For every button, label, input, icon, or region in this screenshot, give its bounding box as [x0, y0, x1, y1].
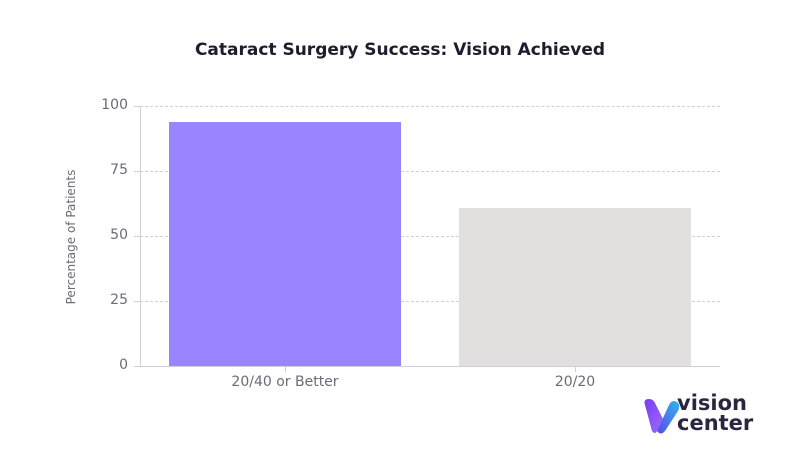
y-tick-label: 0 — [119, 357, 128, 373]
y-tick-label: 75 — [110, 162, 128, 178]
logo-text: vision center — [677, 391, 754, 435]
y-tick — [134, 106, 140, 107]
bar-20-40-or-better[interactable] — [169, 121, 401, 367]
chart-title: Cataract Surgery Success: Vision Achieve… — [194, 40, 606, 60]
v-check-icon — [644, 399, 680, 434]
plot-area — [140, 106, 720, 367]
x-tick-label: 20/40 or Better — [231, 374, 339, 390]
y-tick-label: 100 — [101, 97, 128, 113]
y-tick-label: 25 — [110, 292, 128, 308]
y-axis-title: Percentage of Patients — [64, 169, 78, 305]
gridline-100 — [140, 106, 720, 107]
y-axis — [140, 106, 141, 367]
y-tick — [134, 236, 140, 237]
logo-line-1: vision — [677, 391, 747, 415]
gridline-50 — [140, 236, 720, 237]
y-tick — [134, 301, 140, 302]
x-axis — [134, 366, 720, 367]
x-tick-label: 20/20 — [554, 374, 596, 390]
y-tick-label: 50 — [110, 227, 128, 243]
gridline-75 — [140, 171, 720, 172]
vision-center-logo: vision center — [641, 391, 786, 440]
y-tick — [134, 171, 140, 172]
x-tick — [285, 367, 286, 372]
x-tick — [575, 367, 576, 372]
bar-20-20[interactable] — [459, 207, 691, 367]
y-tick — [134, 366, 140, 367]
logo-line-2: center — [677, 411, 754, 435]
gridline-25 — [140, 301, 720, 302]
